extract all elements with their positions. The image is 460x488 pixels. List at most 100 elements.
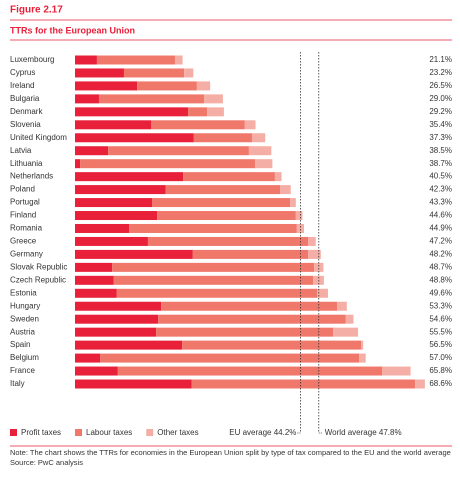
bar-segment [152,198,291,208]
category-label: France [10,366,35,375]
bar-segment [75,340,183,350]
category-label: Czech Republic [10,275,66,284]
bar-segment [158,314,346,324]
bar-segment [75,146,109,156]
bar-segment [137,81,197,91]
bar-segment [75,107,189,117]
bar-segment [382,366,411,376]
bar-segment [75,159,81,169]
bar-segment [308,236,316,246]
category-label: Hungary [10,301,40,310]
bar-segment [333,327,359,337]
category-label: Austria [10,327,35,336]
bar-segment [75,120,151,130]
bar-segment [108,146,249,156]
bar-segment [75,249,193,259]
category-label: Spain [10,340,30,349]
category-label: Germany [10,250,43,259]
category-label: Bulgaria [10,94,40,103]
category-label: United Kingdom [10,133,67,142]
bar-segment [75,81,138,91]
reference-label: EU average 44.2% [229,428,296,437]
bar-segment [251,133,266,143]
category-label: Denmark [10,107,43,116]
legend-swatch [10,429,17,436]
total-label: 49.6% [429,288,452,297]
category-label: Slovak Republic [10,262,67,271]
bar-segment [75,327,157,337]
total-label: 48.7% [429,262,452,271]
notes-box: Note: The chart shows the TTRs for econo… [10,448,452,468]
category-label: Belgium [10,353,39,362]
category-label: Finland [10,211,36,220]
bar-segment [182,340,362,350]
category-label: Greece [10,237,37,246]
bar-segment [156,327,334,337]
bar-segment [244,120,256,130]
bar-segment [415,379,425,389]
bar-segment [188,107,208,117]
category-label: Netherlands [10,172,53,181]
reference-label: World average 47.8% [325,428,402,437]
bar-segment [174,55,183,65]
bar-segment [75,366,118,376]
category-label: Ireland [10,81,34,90]
bar-segment [290,198,296,208]
bar-segment [75,236,148,246]
legend-label: Profit taxes [21,428,61,437]
bar-segment [345,314,354,324]
bar-segment [361,340,364,350]
total-label: 44.6% [429,211,452,220]
bar-segment [295,211,303,221]
total-label: 38.5% [429,146,452,155]
bar-segment [75,185,166,195]
bar-segment [255,159,273,169]
bar-segment [248,146,272,156]
bar-segment [75,288,117,298]
bar-segment [337,301,347,311]
bar-segment [280,185,291,195]
total-label: 48.2% [429,250,452,259]
bar-segment [165,185,281,195]
bar-segment [147,236,309,246]
bar-segment [75,353,100,363]
bar-segment [191,379,416,389]
bar-segment [183,172,275,182]
bar-segment [98,94,205,104]
bar-segment [157,211,296,221]
total-label: 44.9% [429,224,452,233]
category-label: Romania [10,224,43,233]
total-label: 42.3% [429,185,452,194]
bar-segment [99,353,360,363]
total-label: 43.3% [429,198,452,207]
bar-segment [193,133,252,143]
bar-segment [192,249,309,259]
bar-segment [359,353,366,363]
bar-segment [207,107,224,117]
category-label: Cyprus [10,68,35,77]
bar-segment [75,55,97,65]
total-label: 57.0% [429,353,452,362]
bar-segment [75,172,184,182]
category-label: Lithuania [10,159,43,168]
category-label: Latvia [10,146,32,155]
total-label: 29.2% [429,107,452,116]
category-label: Italy [10,379,25,388]
bar-segment [129,223,297,233]
category-label: Estonia [10,288,37,297]
note: Note: The chart shows the TTRs for econo… [10,448,451,457]
bar-segment [75,211,158,221]
total-label: 56.5% [429,340,452,349]
notes: Note: The chart shows the TTRs for econo… [10,448,452,468]
bar-segment [150,120,245,130]
total-label: 68.6% [429,379,452,388]
bar-segment [196,81,211,91]
bar-segment [75,262,113,272]
bar-segment [112,262,315,272]
legend-swatch [146,429,154,436]
legend-label: Other taxes [157,428,198,437]
legend-label: Labour taxes [86,428,132,437]
total-label: 53.3% [429,301,452,310]
bar-segment [123,68,185,78]
